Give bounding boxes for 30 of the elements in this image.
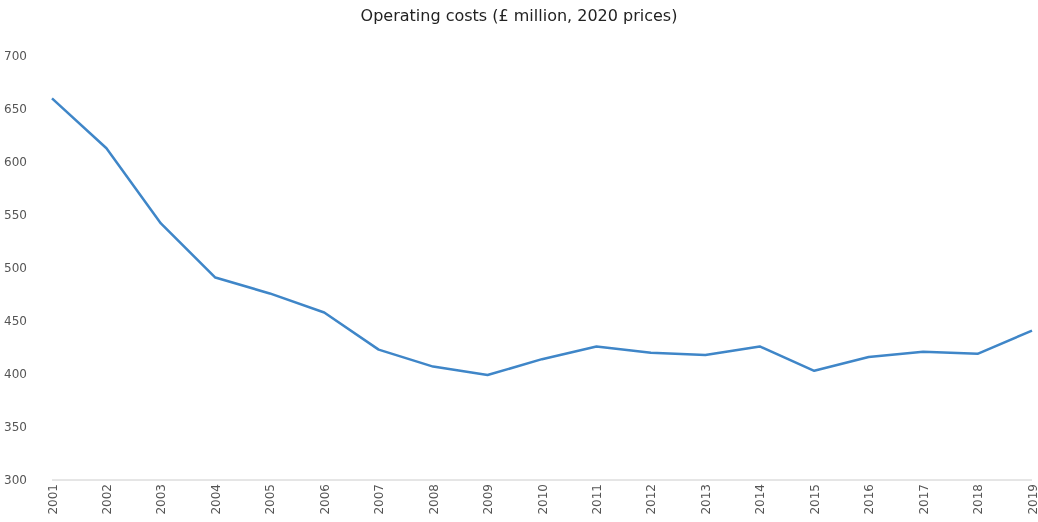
y-tick-label: 350 bbox=[4, 420, 27, 435]
chart-title: Operating costs (£ million, 2020 prices) bbox=[359, 6, 679, 25]
x-tick-label: 2009 bbox=[481, 484, 496, 515]
x-tick-label: 2011 bbox=[589, 484, 604, 515]
x-tick-label: 2018 bbox=[971, 484, 986, 515]
x-tick-label: 2008 bbox=[426, 484, 441, 515]
x-tick-label: 2012 bbox=[644, 484, 659, 515]
y-tick-label: 550 bbox=[4, 208, 27, 223]
y-tick-label: 650 bbox=[4, 102, 27, 117]
x-tick-label: 2001 bbox=[45, 484, 60, 515]
y-tick-label: 500 bbox=[4, 261, 27, 276]
y-tick-label: 300 bbox=[4, 473, 27, 488]
x-tick-label: 2014 bbox=[753, 484, 768, 515]
x-tick-label: 2006 bbox=[317, 484, 332, 515]
line-series bbox=[50, 97, 1034, 377]
x-tick-label: 2016 bbox=[862, 484, 877, 515]
x-tick-label: 2004 bbox=[208, 484, 223, 515]
x-tick-label: 2003 bbox=[154, 484, 169, 515]
x-tick-label: 2013 bbox=[698, 484, 713, 515]
y-tick-label: 450 bbox=[4, 314, 27, 329]
x-tick-label: 2002 bbox=[99, 484, 114, 515]
x-tick-label: 2017 bbox=[916, 484, 931, 515]
y-tick-label: 700 bbox=[4, 49, 27, 64]
x-tick-label: 2005 bbox=[263, 484, 278, 515]
x-tick-label: 2010 bbox=[535, 484, 550, 515]
x-tick-label: 2015 bbox=[807, 484, 822, 515]
x-tick-label: 2019 bbox=[1025, 484, 1038, 515]
y-tick-label: 400 bbox=[4, 367, 27, 382]
y-tick-label: 600 bbox=[4, 155, 27, 170]
x-tick-label: 2007 bbox=[372, 484, 387, 515]
